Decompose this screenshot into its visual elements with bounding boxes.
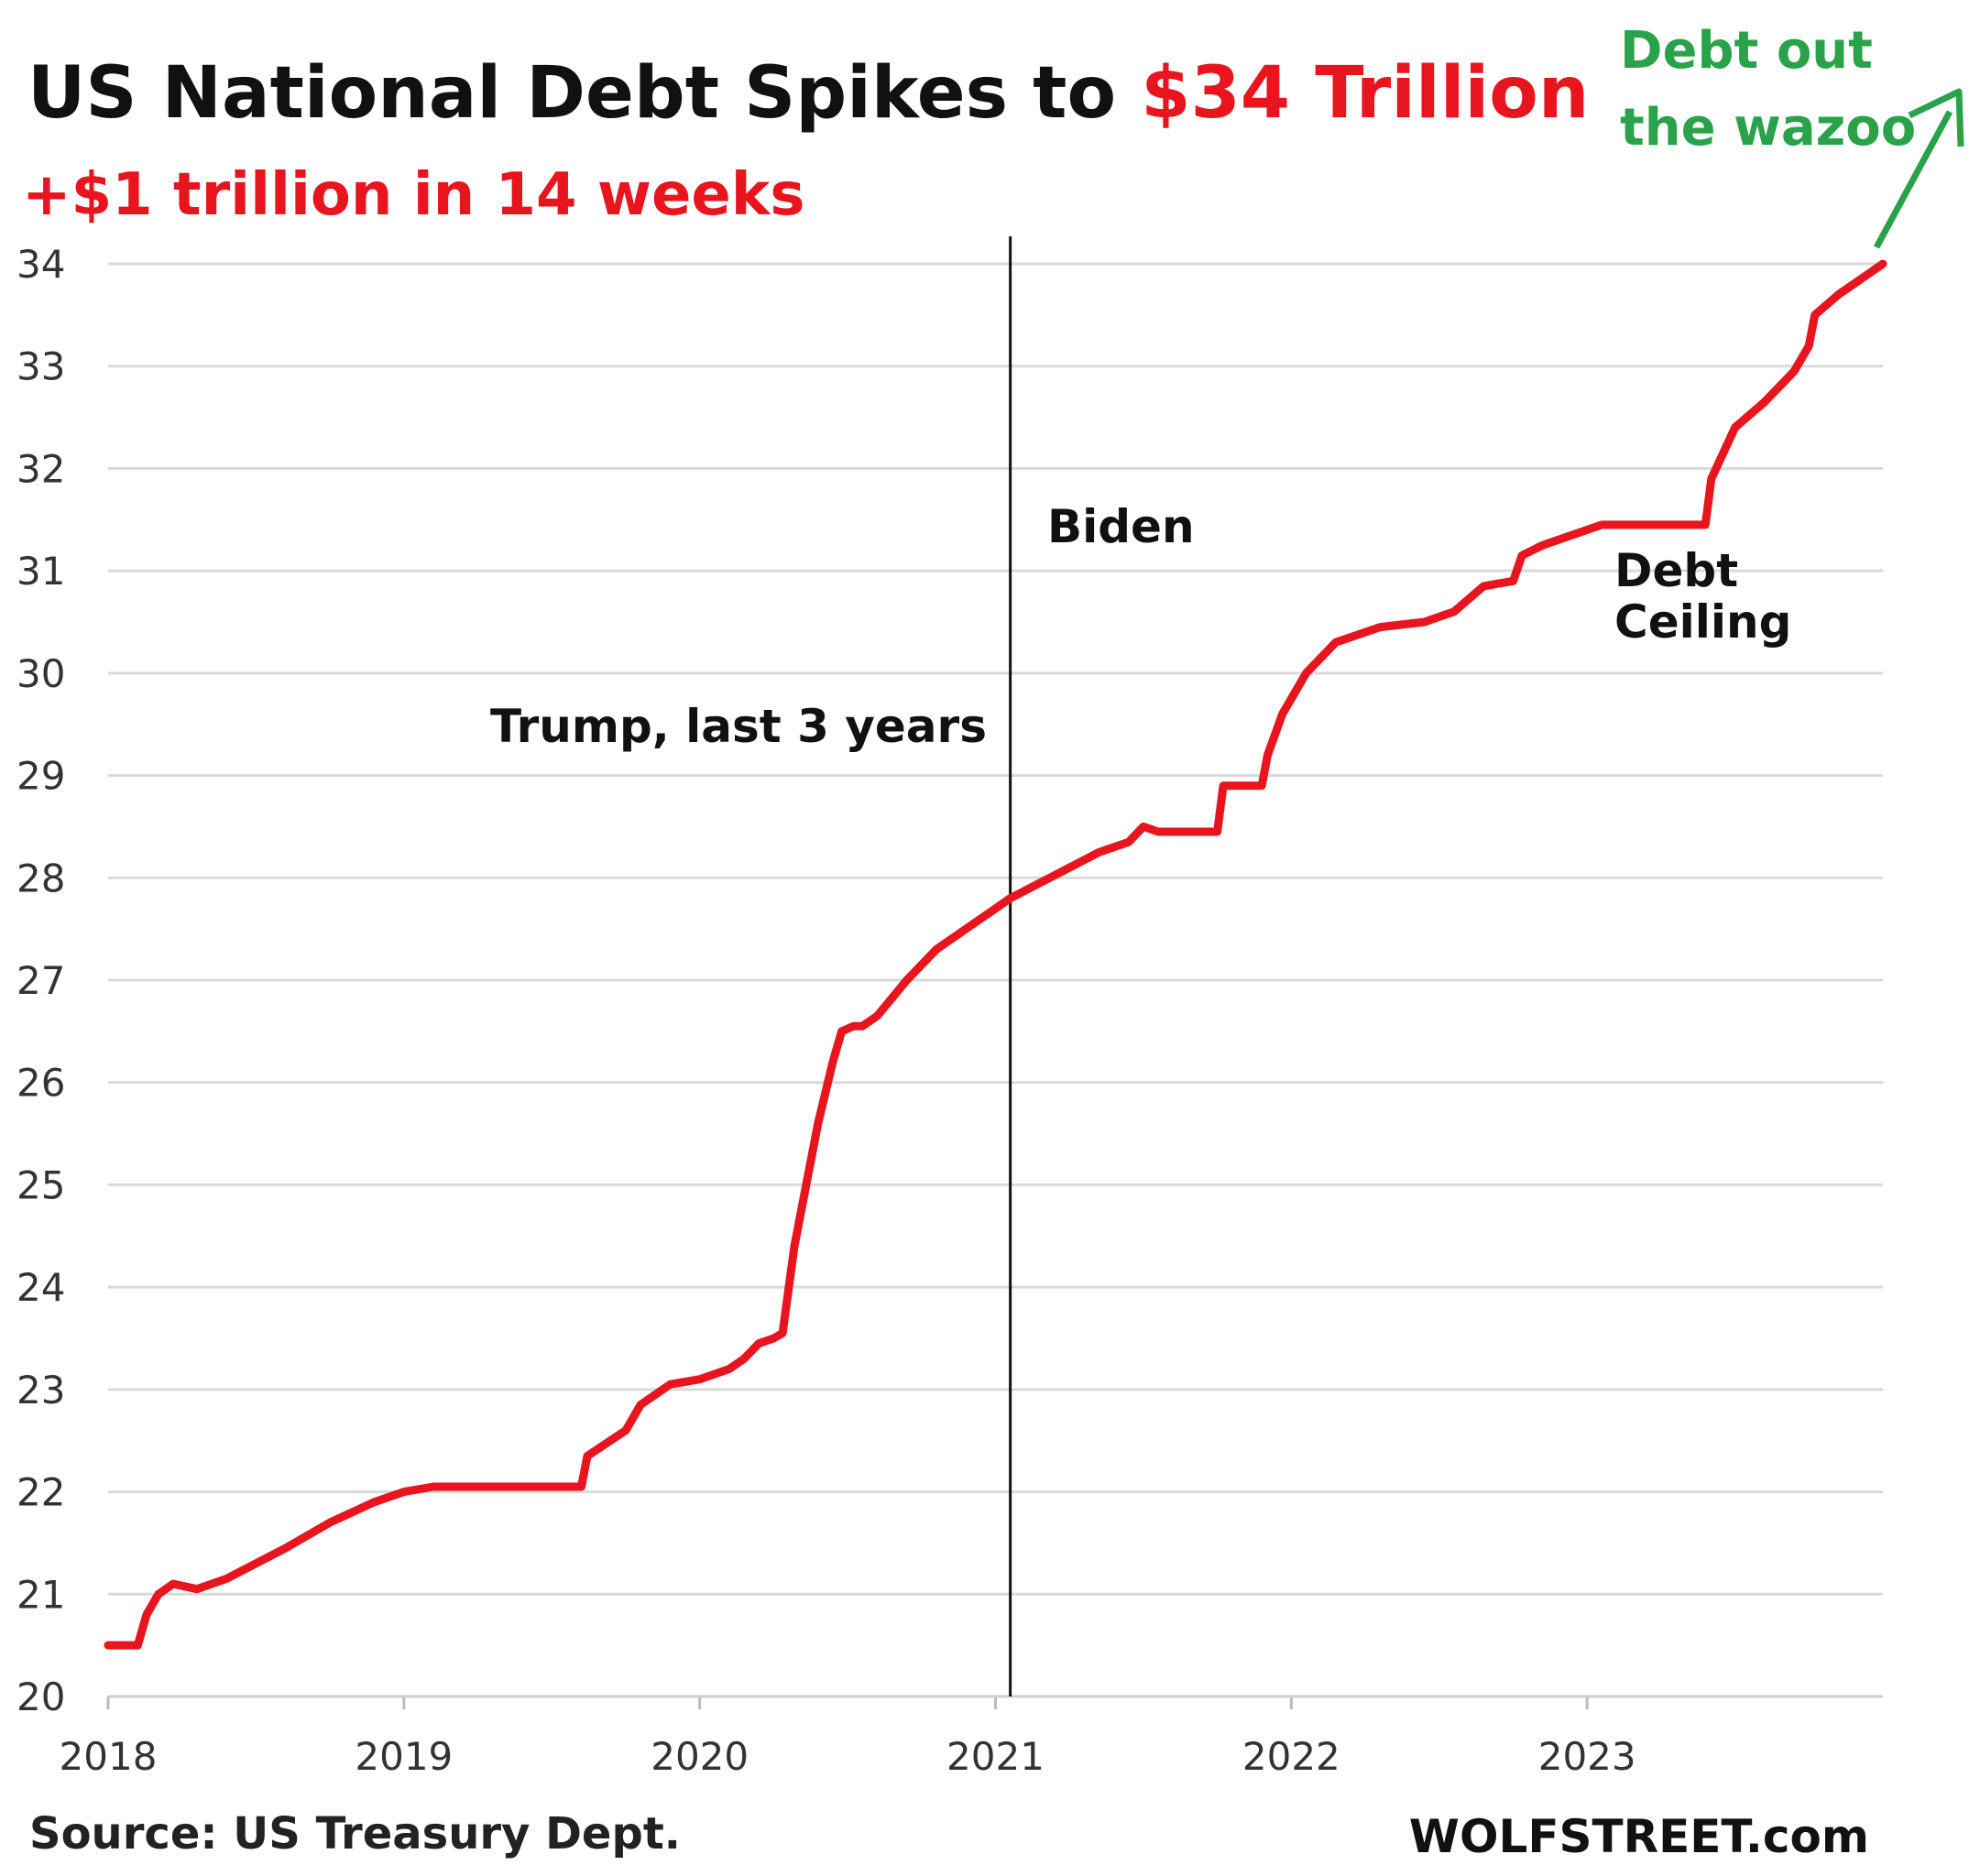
brand-watermark: WOLFSTREET.com xyxy=(1409,1810,1869,1863)
wazoo-annotation-line1: Debt out xyxy=(1620,21,1873,81)
y-tick-label: 28 xyxy=(16,856,65,900)
x-tick-label: 2020 xyxy=(651,1734,749,1779)
x-tick-label: 2018 xyxy=(60,1734,158,1779)
y-tick-label: 32 xyxy=(16,446,65,491)
grid-lines xyxy=(108,262,1883,1698)
chart-title-amount: $34 Trillion xyxy=(1141,52,1589,135)
biden-annotation: Biden xyxy=(1047,500,1195,553)
y-tick-label: 25 xyxy=(16,1162,65,1207)
chart-title: US National Debt Spikes to $34 Trillion xyxy=(27,52,1589,135)
chart-subtitle: +$1 trillion in 14 weeks xyxy=(22,161,804,229)
y-tick-label: 34 xyxy=(16,242,65,287)
debt-ceiling-annotation-line1: Debt xyxy=(1614,544,1738,597)
y-tick-label: 20 xyxy=(16,1674,65,1719)
trump-annotation: Trump, last 3 years xyxy=(490,700,987,753)
wazoo-arrow-icon xyxy=(1873,88,1964,249)
x-axis-ticks: 2018 2019 2020 2021 2022 2023 xyxy=(60,1696,1636,1779)
source-note: Source: US Treasury Dept. xyxy=(29,1808,681,1860)
y-tick-label: 22 xyxy=(16,1470,65,1515)
x-tick-label: 2019 xyxy=(355,1734,453,1779)
y-tick-label: 31 xyxy=(16,549,65,594)
y-axis-ticks: 20 21 22 23 24 25 26 27 28 29 30 31 32 33 34 xyxy=(16,242,65,1719)
debt-ceiling-annotation-line2: Ceiling xyxy=(1614,595,1791,649)
y-tick-label: 23 xyxy=(16,1368,65,1412)
y-tick-label: 21 xyxy=(16,1572,65,1617)
x-tick-label: 2023 xyxy=(1538,1734,1636,1779)
x-tick-label: 2021 xyxy=(946,1734,1045,1779)
y-tick-label: 33 xyxy=(16,344,65,389)
chart-title-main: US National Debt Spikes to xyxy=(27,52,1141,135)
y-tick-label: 30 xyxy=(16,651,65,696)
debt-series-line xyxy=(104,259,1887,1650)
y-tick-label: 27 xyxy=(16,958,65,1003)
y-tick-label: 24 xyxy=(16,1265,65,1310)
x-tick-label: 2022 xyxy=(1242,1734,1340,1779)
y-tick-label: 26 xyxy=(16,1061,65,1106)
y-tick-label: 29 xyxy=(16,754,65,799)
wazoo-annotation-line2: the wazoo xyxy=(1620,98,1916,158)
